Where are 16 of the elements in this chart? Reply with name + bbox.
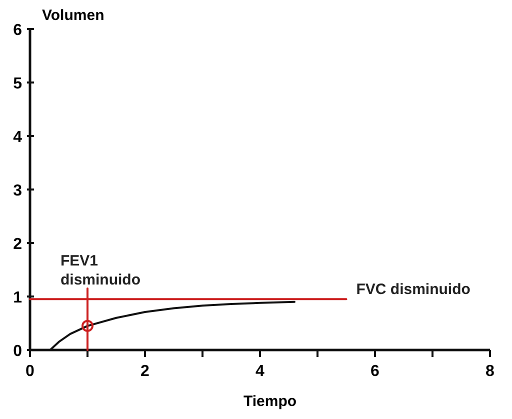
y-tick-label: 6 bbox=[13, 22, 22, 39]
y-tick-label: 2 bbox=[13, 236, 22, 253]
x-tick-label: 0 bbox=[26, 363, 35, 380]
x-tick-label: 4 bbox=[256, 363, 265, 380]
y-tick-label: 0 bbox=[13, 343, 22, 360]
x-axis-title: Tiempo bbox=[243, 393, 297, 410]
annotation: FEV1 disminuido bbox=[60, 252, 140, 288]
y-axis-title: Volumen bbox=[42, 7, 104, 24]
y-tick-label: 5 bbox=[13, 76, 22, 92]
annotation: FVC disminuido bbox=[356, 281, 470, 298]
x-tick-label: 6 bbox=[370, 363, 380, 380]
y-tick-label: 4 bbox=[13, 129, 22, 146]
x-tick-label: 2 bbox=[140, 363, 150, 380]
y-tick-label: 3 bbox=[13, 182, 22, 200]
y-tick-label: 1 bbox=[13, 290, 22, 306]
x-tick-label: 8 bbox=[486, 363, 495, 380]
